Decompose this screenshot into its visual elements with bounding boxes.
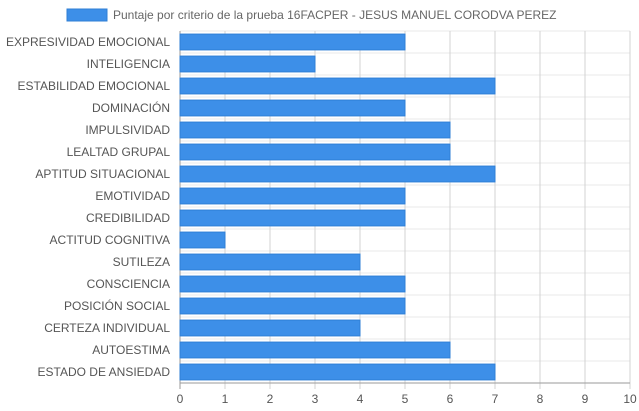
bar[interactable] — [179, 187, 406, 205]
x-tick-label: 5 — [402, 392, 409, 406]
category-label: AUTOESTIMA — [92, 343, 170, 357]
legend-swatch[interactable] — [66, 8, 108, 22]
x-tick-label: 0 — [177, 392, 184, 406]
category-label: CREDIBILIDAD — [86, 211, 170, 225]
category-label: ESTABILIDAD EMOCIONAL — [18, 79, 171, 93]
category-label: EXPRESIVIDAD EMOCIONAL — [6, 35, 170, 49]
x-tick-label: 3 — [312, 392, 319, 406]
bar[interactable] — [179, 319, 361, 337]
bar[interactable] — [179, 165, 496, 183]
category-label: ESTADO DE ANSIEDAD — [38, 365, 171, 379]
x-tick-label: 10 — [623, 392, 637, 406]
category-label: POSICIÓN SOCIAL — [64, 298, 170, 313]
bar[interactable] — [179, 297, 406, 315]
bar[interactable] — [179, 341, 451, 359]
category-label: IMPULSIVIDAD — [85, 123, 170, 137]
x-tick-label: 1 — [222, 392, 229, 406]
bar[interactable] — [179, 209, 406, 227]
x-tick-label: 9 — [582, 392, 589, 406]
x-tick-label: 7 — [492, 392, 499, 406]
bar[interactable] — [179, 77, 496, 95]
x-tick-label: 6 — [447, 392, 454, 406]
category-label: INTELIGENCIA — [87, 57, 170, 71]
legend[interactable]: Puntaje por criterio de la prueba 16FACP… — [66, 8, 557, 22]
category-label: ACTITUD COGNITIVA — [50, 233, 170, 247]
category-label: LEALTAD GRUPAL — [67, 145, 171, 159]
x-axis-tick-labels: 0 1 2 3 4 5 6 7 8 9 10 — [177, 392, 637, 406]
x-tick-label: 4 — [357, 392, 364, 406]
category-label: APTITUD SITUACIONAL — [35, 167, 170, 181]
bar[interactable] — [179, 363, 496, 381]
bar[interactable] — [179, 33, 406, 51]
legend-label[interactable]: Puntaje por criterio de la prueba 16FACP… — [113, 8, 557, 22]
x-tick-label: 2 — [267, 392, 274, 406]
bar[interactable] — [179, 253, 361, 271]
category-label: CERTEZA INDIVIDUAL — [44, 321, 170, 335]
category-label: CONSCIENCIA — [87, 277, 170, 291]
category-labels: EXPRESIVIDAD EMOCIONAL INTELIGENCIA ESTABI… — [6, 35, 170, 379]
bars — [179, 33, 496, 381]
bar[interactable] — [179, 121, 451, 139]
category-label: SUTILEZA — [113, 255, 170, 269]
x-tick-label: 8 — [537, 392, 544, 406]
category-label: EMOTIVIDAD — [95, 189, 170, 203]
bar[interactable] — [179, 55, 316, 73]
bar[interactable] — [179, 275, 406, 293]
bar[interactable] — [179, 99, 406, 117]
bar[interactable] — [179, 231, 226, 249]
bar[interactable] — [179, 143, 451, 161]
category-label: DOMINACIÓN — [92, 100, 170, 115]
